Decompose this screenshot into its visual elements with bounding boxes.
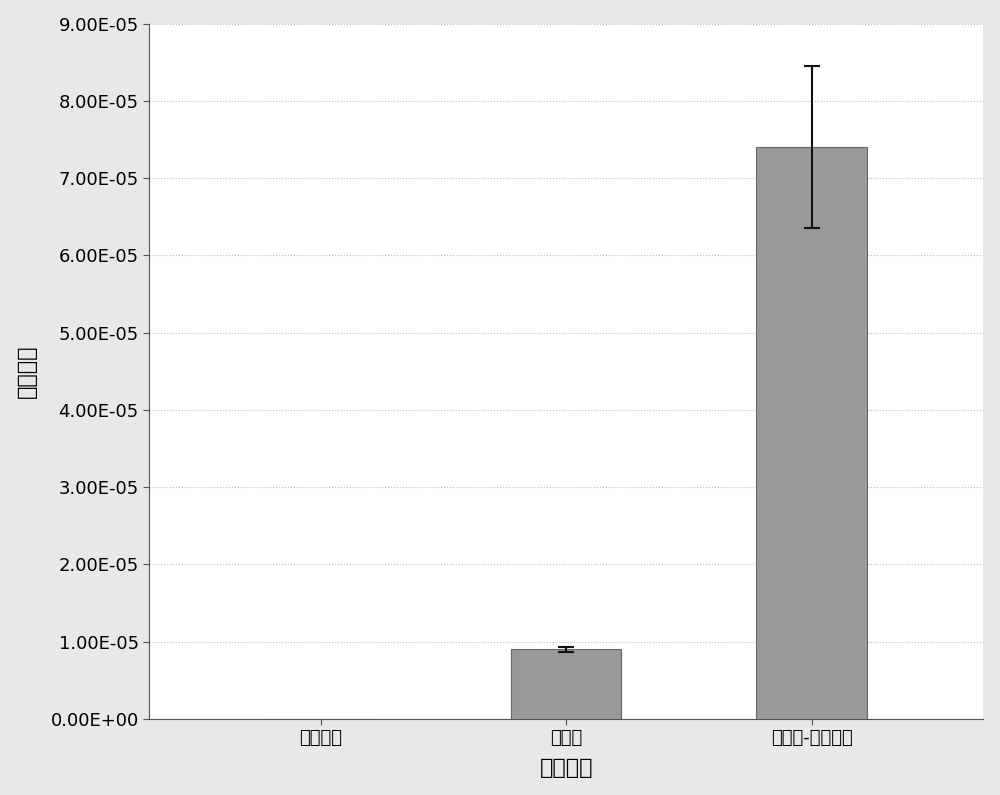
X-axis label: 转化技术: 转化技术 — [540, 758, 593, 778]
Bar — [511, 650, 621, 719]
Y-axis label: 转化效率: 转化效率 — [17, 344, 37, 398]
Bar — [756, 147, 867, 719]
